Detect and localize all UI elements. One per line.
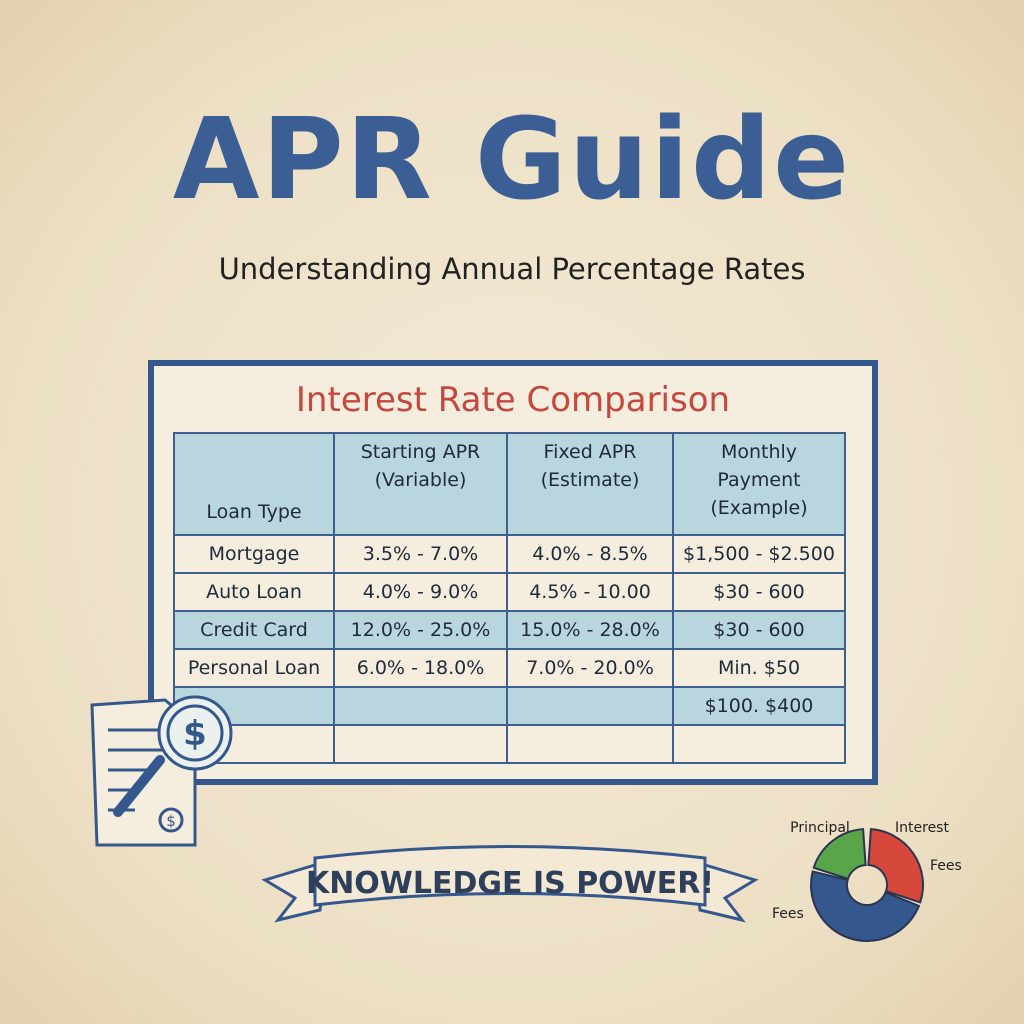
banner-text: KNOWLEDGE IS POWER!: [306, 866, 714, 901]
table-cell: Credit Card: [173, 610, 335, 650]
table-cell: Min. $50: [672, 648, 846, 688]
donut-label: Principal: [790, 820, 850, 836]
ribbon: [261, 845, 759, 923]
table-row: Personal Loan 6.0% - 18.0% 7.0% - 20.0% Min…: [173, 648, 846, 688]
column-header: Loan Type: [173, 432, 335, 536]
column-header: Fixed APR (Estimate): [506, 432, 674, 536]
table-cell: $100. $400: [672, 686, 846, 726]
rate-table: Loan Type Starting APR (Variable) Fixed AP…: [173, 432, 846, 764]
donut: [810, 828, 924, 942]
svg-text:$: $: [166, 812, 176, 830]
table-row: Auto Loan 4.0% - 9.0% 4.5% - 10.00 $30 - 60…: [173, 572, 846, 612]
title: APR Guide: [172, 95, 852, 225]
table-cell: $1,500 - $2.500: [672, 534, 846, 574]
column-header: Monthly Payment (Example): [672, 432, 846, 536]
table-row: [173, 724, 846, 764]
column-header: Starting APR (Variable): [333, 432, 508, 536]
donut-segment: [810, 870, 921, 942]
table-cell: [333, 724, 508, 764]
table-cell: [506, 686, 674, 726]
table-cell: Auto Loan: [173, 572, 335, 612]
table-cell: [506, 724, 674, 764]
table-cell: [672, 724, 846, 764]
table-cell: Mortgage: [173, 534, 335, 574]
table-cell: $30 - 600: [672, 610, 846, 650]
table-cell: 6.0% - 18.0%: [333, 648, 508, 688]
donut-label: Interest: [895, 820, 949, 836]
table-cell: 12.0% - 25.0%: [333, 610, 508, 650]
table-cell: [173, 686, 335, 726]
donut-label: Fees: [772, 906, 804, 922]
table-cell: 15.0% - 28.0%: [506, 610, 674, 650]
table-frame: Interest Rate Comparison Loan Type Starti…: [148, 360, 878, 785]
table-cell: 4.0% - 9.0%: [333, 572, 508, 612]
table-cell: 4.5% - 10.00: [506, 572, 674, 612]
table-row: $100. $400: [173, 686, 846, 726]
donut-label: Fees: [930, 858, 962, 874]
table-cell: $30 - 600: [672, 572, 846, 612]
donut-segment: [867, 828, 924, 904]
table-cell: 3.5% - 7.0%: [333, 534, 508, 574]
table-cell: 4.0% - 8.5%: [506, 534, 674, 574]
table-cell: 7.0% - 20.0%: [506, 648, 674, 688]
donut-segment: [812, 828, 867, 881]
table-cell: Personal Loan: [173, 648, 335, 688]
table-cell: [173, 724, 335, 764]
header-row: Loan Type Starting APR (Variable) Fixed AP…: [173, 432, 846, 536]
table-title: Interest Rate Comparison: [295, 380, 731, 420]
table-row: Mortgage 3.5% - 7.0% 4.0% - 8.5% $1,500 - $…: [173, 534, 846, 574]
subtitle: Understanding Annual Percentage Rates: [218, 252, 806, 286]
table-row: Credit Card 12.0% - 25.0% 15.0% - 28.0% $30…: [173, 610, 846, 650]
table-cell: [333, 686, 508, 726]
